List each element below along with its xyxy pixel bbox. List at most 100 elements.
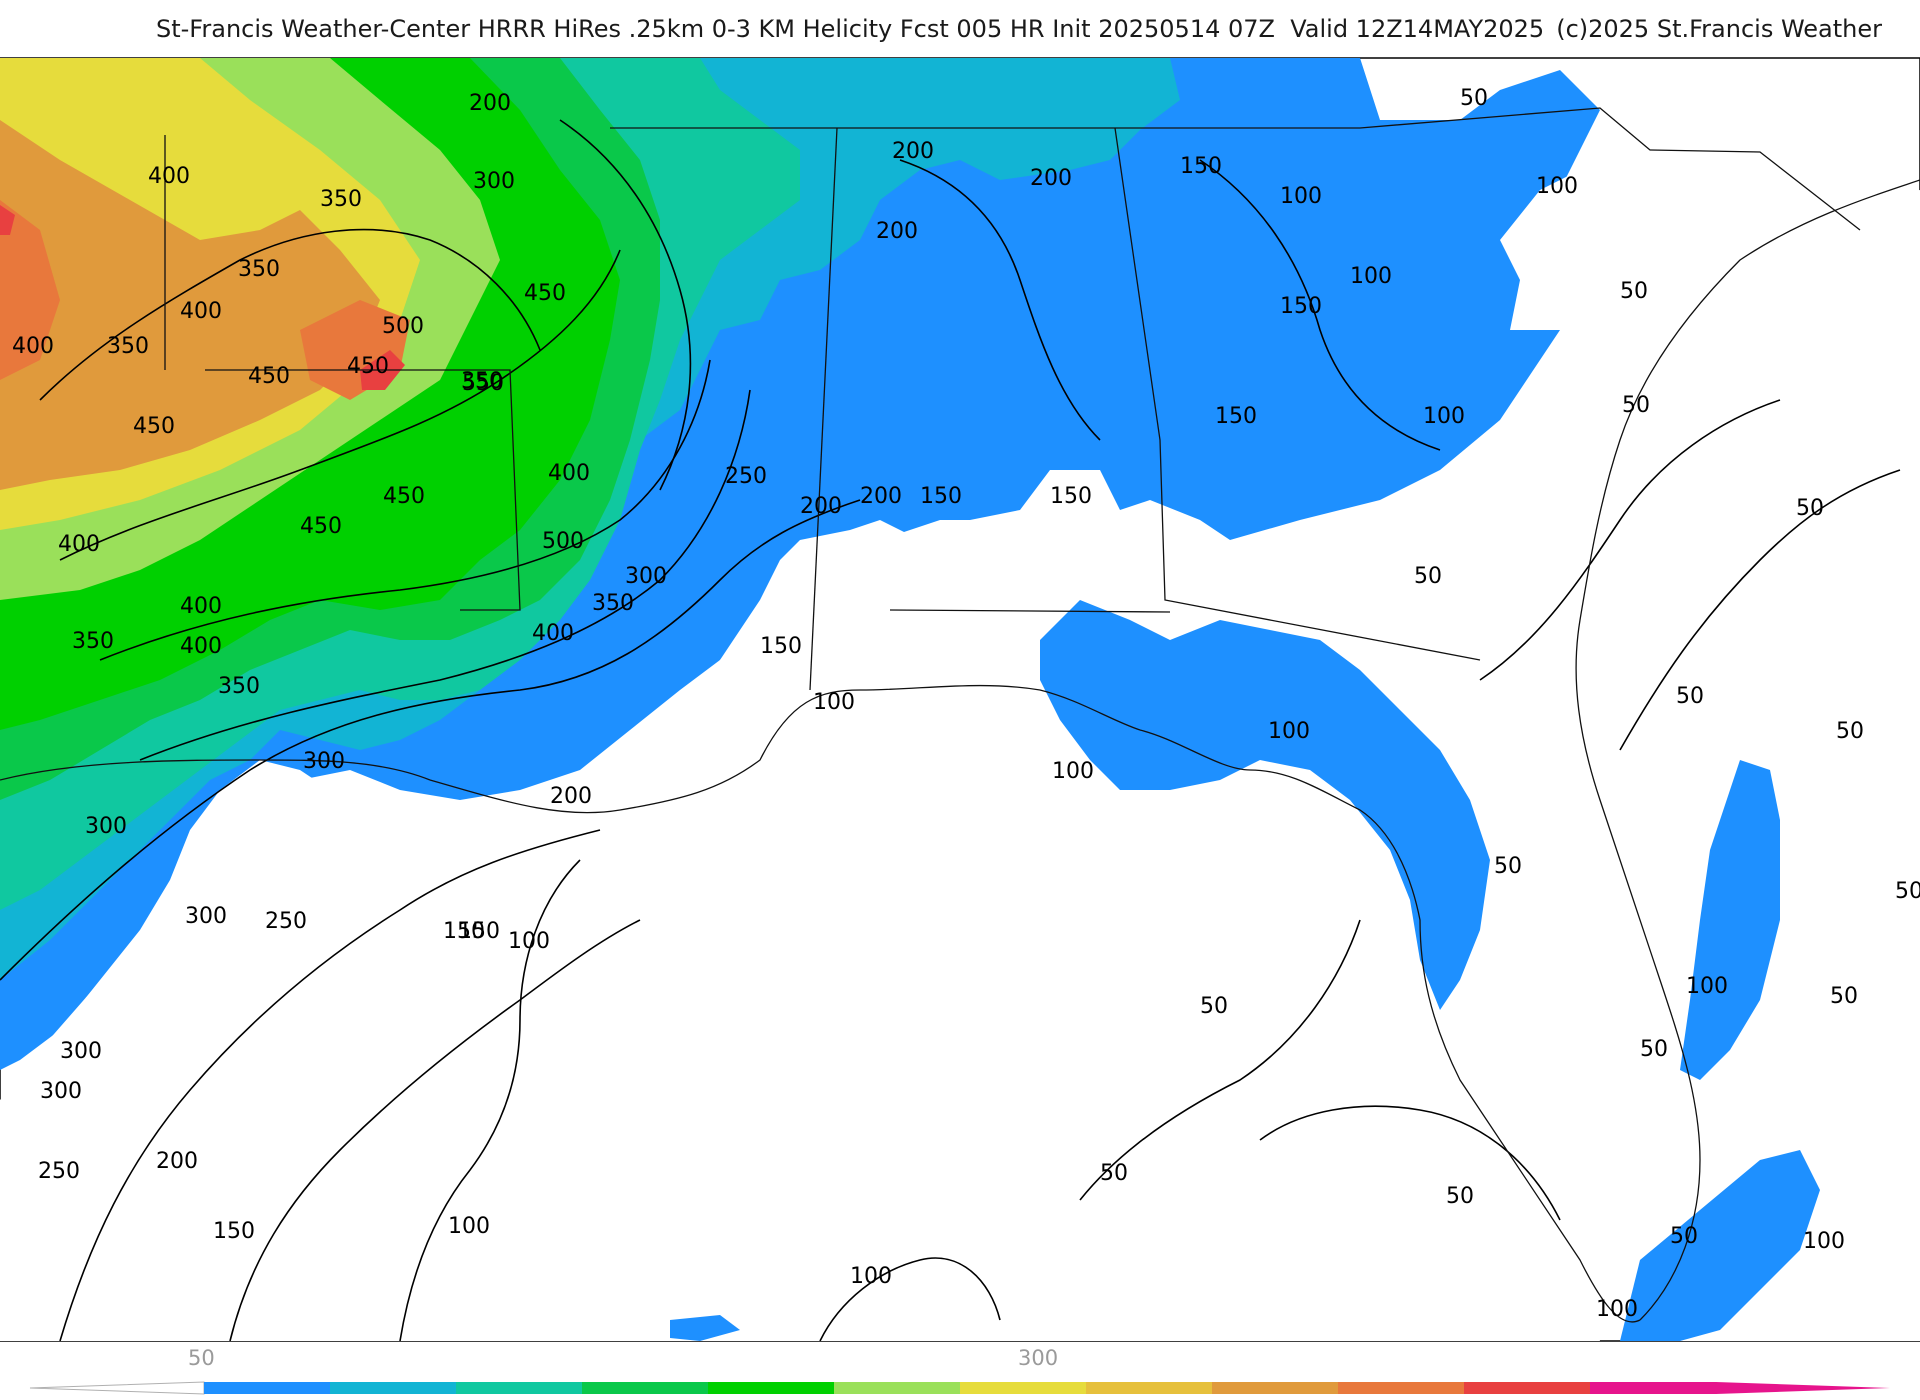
contour-label: 150 xyxy=(443,919,485,944)
helicity-patch-se-corner xyxy=(1620,1150,1820,1341)
contour-labels: 50 50 50 50 50 50 50 50 50 50 50 50 50 5… xyxy=(12,86,1920,1322)
low-helicity-region-ga-coast xyxy=(1520,65,1920,440)
contour-line xyxy=(399,859,581,1342)
colorbar-segment xyxy=(834,1382,961,1394)
contour-label: 400 xyxy=(548,461,590,486)
contour-label: 550 xyxy=(462,371,504,396)
contour-label: 350 xyxy=(72,629,114,654)
contour-label: 50 xyxy=(1895,879,1920,904)
contour-label: 100 xyxy=(1803,1229,1845,1254)
contour-label: 50 xyxy=(1460,86,1488,111)
contour-line xyxy=(139,389,751,761)
contour-label: 50 xyxy=(1676,684,1704,709)
contour-line xyxy=(59,249,621,561)
contour-label: 300 xyxy=(625,564,667,589)
coastline xyxy=(429,684,1141,814)
colorbar-right-arrow xyxy=(1716,1382,1890,1394)
contour-label: 50 xyxy=(1414,564,1442,589)
map-title: St-Francis Weather-Center HRRR HiRes .25… xyxy=(156,15,1545,43)
contour-label: 50 xyxy=(1670,1224,1698,1249)
contour-label: 450 xyxy=(133,414,175,439)
contour-label: 100 xyxy=(1686,974,1728,999)
contour-label: 350 xyxy=(592,591,634,616)
contour-line xyxy=(899,159,1101,441)
contour-label: 200 xyxy=(550,784,592,809)
contour-label: 400 xyxy=(58,532,100,557)
boundary-line xyxy=(1114,127,1481,661)
contour-label: 200 xyxy=(876,219,918,244)
contour-label: 100 xyxy=(850,1264,892,1289)
contour-line xyxy=(559,119,692,491)
contour-label: 100 xyxy=(1350,264,1392,289)
colorbar-segment xyxy=(1086,1382,1213,1394)
contour-label: 300 xyxy=(185,904,227,929)
colorbar-segment xyxy=(1212,1382,1339,1394)
contour-label: 50 xyxy=(1640,1037,1668,1062)
colorbar-segment xyxy=(456,1382,583,1394)
colorbar-tick-label: 50 xyxy=(188,1346,215,1370)
contour-label: 300 xyxy=(60,1039,102,1064)
contour-label: 50 xyxy=(1100,1161,1128,1186)
contour-line xyxy=(1079,919,1361,1201)
contour-label: 450 xyxy=(383,484,425,509)
contour-line xyxy=(0,499,861,981)
contour-label: 150 xyxy=(920,484,962,509)
contour-label: 300 xyxy=(303,749,345,774)
contour-label: 400 xyxy=(180,594,222,619)
helicity-band-600-650 xyxy=(0,200,410,400)
contour-label: 350 xyxy=(461,369,503,394)
contour-label: 50 xyxy=(1830,984,1858,1009)
contour-line xyxy=(59,829,601,1342)
contour-label: 200 xyxy=(860,484,902,509)
contour-label: 150 xyxy=(1050,484,1092,509)
contour-label: 350 xyxy=(320,187,362,212)
contour-line xyxy=(1479,399,1781,681)
contour-label: 500 xyxy=(382,314,424,339)
helicity-patch-gulf-small xyxy=(670,1315,740,1341)
boundary-line xyxy=(610,107,1861,231)
contour-label: 350 xyxy=(238,257,280,282)
contour-label: 300 xyxy=(40,1079,82,1104)
contour-label: 400 xyxy=(148,164,190,189)
contour-label: 100 xyxy=(813,690,855,715)
boundary-line xyxy=(205,369,521,611)
helicity-band-550-600 xyxy=(0,120,380,490)
colorbar-segment xyxy=(1338,1382,1465,1394)
contour-label: 400 xyxy=(532,621,574,646)
contour-label: 50 xyxy=(1836,719,1864,744)
boundary-line xyxy=(889,609,1171,613)
contour-line xyxy=(1259,1105,1561,1221)
contour-label: 50 xyxy=(1494,854,1522,879)
colorbar-left-arrow xyxy=(29,1381,205,1395)
contour-label: 150 xyxy=(1280,294,1322,319)
contour-label: 100 xyxy=(1536,174,1578,199)
contour-line xyxy=(39,228,541,401)
contour-lines xyxy=(0,119,1901,1342)
coastline xyxy=(1139,729,1641,1323)
contour-label: 50 xyxy=(1200,994,1228,1019)
contour-label: 50 xyxy=(1620,279,1648,304)
helicity-fill-layer xyxy=(0,58,1920,1341)
helicity-patch-atlantic xyxy=(1680,760,1780,1080)
contour-label: 100 xyxy=(1596,1297,1638,1322)
contour-label: 100 xyxy=(508,929,550,954)
contour-label: 150 xyxy=(1215,404,1257,429)
colorbar-segment xyxy=(1464,1382,1591,1394)
contour-label: 50 xyxy=(1446,1184,1474,1209)
contour-line xyxy=(229,919,641,1342)
helicity-patch-panhandle xyxy=(1040,600,1490,1010)
contour-label: 200 xyxy=(156,1149,198,1174)
map-header: St-Francis Weather-Center HRRR HiRes .25… xyxy=(0,0,1920,58)
contour-label: 300 xyxy=(85,814,127,839)
contour-label: 50 xyxy=(1622,393,1650,418)
colorbar-segment xyxy=(330,1382,457,1394)
contour-label: 450 xyxy=(524,281,566,306)
contour-label: 450 xyxy=(347,354,389,379)
colorbar-segment xyxy=(960,1382,1087,1394)
contour-label: 450 xyxy=(300,514,342,539)
contour-label: 400 xyxy=(180,299,222,324)
colorbar-segment xyxy=(582,1382,709,1394)
contour-label: 50 xyxy=(1796,496,1824,521)
contour-label: 200 xyxy=(1030,166,1072,191)
